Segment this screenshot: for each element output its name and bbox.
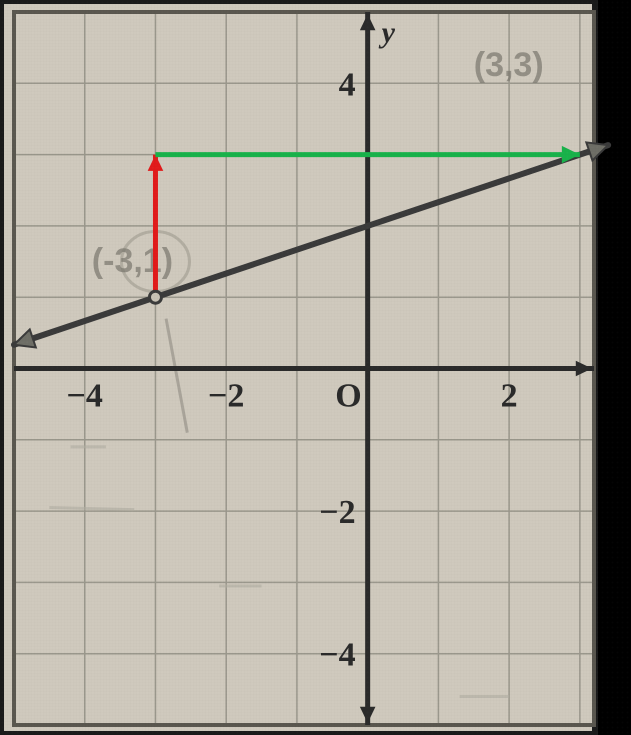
tick-y-neg2: −2 bbox=[319, 494, 355, 531]
coordinate-graph: (-3,1) (3,3) −4 −2 O 2 4 −2 −4 y bbox=[0, 0, 631, 735]
graph-svg: (-3,1) (3,3) −4 −2 O 2 4 −2 −4 y bbox=[0, 0, 631, 735]
open-point bbox=[149, 291, 161, 303]
tick-y-pos4: 4 bbox=[339, 66, 356, 103]
tick-x-pos2: 2 bbox=[501, 378, 518, 415]
y-axis-label: y bbox=[379, 16, 396, 49]
pencil-right-point: (3,3) bbox=[474, 46, 544, 84]
tick-x-neg2: −2 bbox=[208, 378, 244, 415]
tick-origin: O bbox=[335, 378, 361, 415]
tick-x-neg4: −4 bbox=[67, 378, 103, 415]
pencil-left-point: (-3,1) bbox=[92, 242, 173, 280]
right-edge-strip bbox=[596, 0, 631, 735]
tick-y-neg4: −4 bbox=[319, 637, 355, 674]
